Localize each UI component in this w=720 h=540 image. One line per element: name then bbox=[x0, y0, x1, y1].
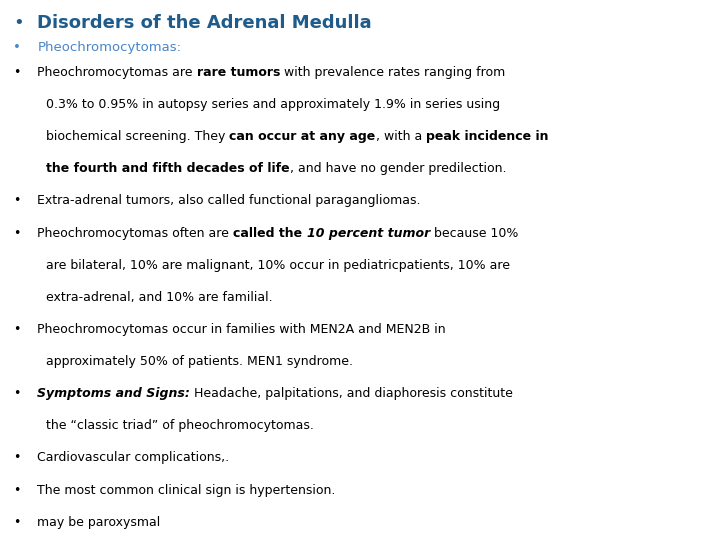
Text: , and have no gender predilection.: , and have no gender predilection. bbox=[289, 162, 506, 176]
Text: •: • bbox=[13, 66, 20, 79]
Text: •: • bbox=[13, 323, 20, 336]
Text: Extra-adrenal tumors, also called functional paragangliomas.: Extra-adrenal tumors, also called functi… bbox=[37, 194, 421, 207]
Text: extra-adrenal, and 10% are familial.: extra-adrenal, and 10% are familial. bbox=[46, 291, 273, 304]
Text: the “classic triad” of pheochromocytomas.: the “classic triad” of pheochromocytomas… bbox=[46, 419, 314, 433]
Text: rare tumors: rare tumors bbox=[197, 66, 280, 79]
Text: Pheochromocytomas occur in families with MEN2A and MEN2B in: Pheochromocytomas occur in families with… bbox=[37, 323, 446, 336]
Text: •: • bbox=[13, 194, 20, 207]
Text: 10 percent tumor: 10 percent tumor bbox=[307, 226, 430, 240]
Text: •: • bbox=[13, 41, 21, 54]
Text: Headache, palpitations, and diaphoresis constitute: Headache, palpitations, and diaphoresis … bbox=[190, 387, 513, 400]
Text: •: • bbox=[13, 516, 20, 529]
Text: the fourth and fifth decades of life: the fourth and fifth decades of life bbox=[46, 162, 289, 176]
Text: 0.3% to 0.95% in autopsy series and approximately 1.9% in series using: 0.3% to 0.95% in autopsy series and appr… bbox=[46, 98, 500, 111]
Text: The most common clinical sign is hypertension.: The most common clinical sign is hyperte… bbox=[37, 483, 336, 497]
Text: Cardiovascular complications,.: Cardiovascular complications,. bbox=[37, 451, 230, 464]
Text: peak incidence in: peak incidence in bbox=[426, 130, 549, 143]
Text: because 10%: because 10% bbox=[430, 226, 518, 240]
Text: called the: called the bbox=[233, 226, 307, 240]
Text: Pheochromocytomas often are: Pheochromocytomas often are bbox=[37, 226, 233, 240]
Text: are bilateral, 10% are malignant, 10% occur in pediatricpatients, 10% are: are bilateral, 10% are malignant, 10% oc… bbox=[46, 259, 510, 272]
Text: Pheochromocytomas:: Pheochromocytomas: bbox=[37, 41, 181, 54]
Text: with prevalence rates ranging from: with prevalence rates ranging from bbox=[280, 66, 505, 79]
Text: Pheochromocytomas are: Pheochromocytomas are bbox=[37, 66, 197, 79]
Text: Disorders of the Adrenal Medulla: Disorders of the Adrenal Medulla bbox=[37, 14, 372, 31]
Text: •: • bbox=[13, 451, 20, 464]
Text: •: • bbox=[13, 226, 20, 240]
Text: may be paroxysmal: may be paroxysmal bbox=[37, 516, 161, 529]
Text: •: • bbox=[13, 14, 24, 31]
Text: •: • bbox=[13, 483, 20, 497]
Text: , with a: , with a bbox=[376, 130, 426, 143]
Text: approximately 50% of patients. MEN1 syndrome.: approximately 50% of patients. MEN1 synd… bbox=[46, 355, 353, 368]
Text: •: • bbox=[13, 387, 20, 400]
Text: can occur at any age: can occur at any age bbox=[230, 130, 376, 143]
Text: biochemical screening. They: biochemical screening. They bbox=[46, 130, 230, 143]
Text: Symptoms and Signs:: Symptoms and Signs: bbox=[37, 387, 190, 400]
